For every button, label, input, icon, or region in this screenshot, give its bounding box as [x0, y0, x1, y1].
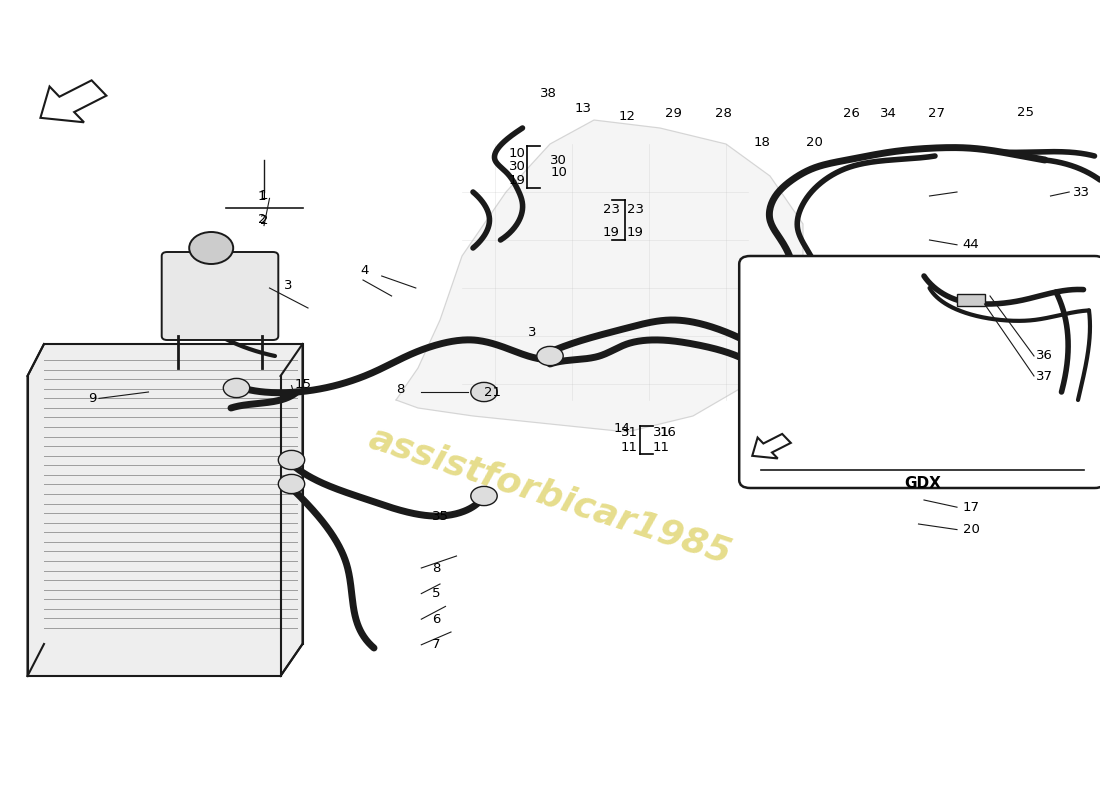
Text: 10: 10 [509, 147, 526, 160]
Text: 19: 19 [627, 226, 644, 238]
Text: 29: 29 [664, 107, 682, 120]
Text: 12: 12 [618, 110, 636, 122]
Text: 8: 8 [432, 562, 441, 574]
Text: 36: 36 [1036, 350, 1053, 362]
Text: 18: 18 [754, 136, 771, 149]
Text: 34: 34 [880, 107, 898, 120]
Bar [957, 294, 984, 306]
Text: 25: 25 [1018, 106, 1034, 118]
Text: 3: 3 [528, 326, 537, 338]
Circle shape [999, 325, 1025, 344]
Circle shape [746, 310, 772, 330]
Text: 2: 2 [260, 214, 268, 227]
Text: 17: 17 [962, 501, 979, 514]
Polygon shape [28, 344, 302, 676]
Polygon shape [752, 434, 791, 458]
Text: 18: 18 [962, 442, 979, 454]
Text: 8: 8 [396, 383, 405, 396]
FancyBboxPatch shape [739, 256, 1100, 488]
Text: 27: 27 [927, 107, 945, 120]
Text: 19: 19 [603, 226, 619, 238]
Circle shape [223, 378, 250, 398]
Circle shape [278, 450, 305, 470]
Text: 23: 23 [627, 203, 644, 216]
Text: 11: 11 [652, 441, 670, 454]
Text: 1: 1 [257, 190, 266, 203]
Text: 10: 10 [550, 166, 568, 179]
Text: 7: 7 [432, 638, 441, 651]
Text: 32: 32 [962, 397, 979, 410]
Text: 22: 22 [814, 347, 830, 360]
Text: 44: 44 [962, 238, 979, 251]
Text: 9: 9 [88, 392, 97, 405]
Circle shape [537, 346, 563, 366]
Text: 13: 13 [574, 102, 592, 114]
Text: 31: 31 [621, 426, 638, 439]
FancyBboxPatch shape [162, 252, 278, 340]
Circle shape [812, 378, 838, 398]
Text: 35: 35 [432, 510, 449, 522]
Text: 22: 22 [791, 347, 807, 360]
Text: 11: 11 [621, 441, 638, 454]
Circle shape [189, 232, 233, 264]
Text: assistforbicar1985: assistforbicar1985 [364, 422, 736, 570]
Text: 30: 30 [550, 154, 568, 166]
Text: 24: 24 [814, 364, 830, 377]
Text: 28: 28 [715, 107, 733, 120]
Text: 19: 19 [509, 174, 526, 186]
Circle shape [471, 486, 497, 506]
Text: 5: 5 [432, 587, 441, 600]
Text: 1: 1 [260, 189, 268, 202]
Text: 6: 6 [432, 613, 441, 626]
Text: 14: 14 [614, 422, 630, 435]
Polygon shape [396, 120, 803, 432]
Circle shape [278, 474, 305, 494]
Text: 34: 34 [962, 291, 979, 304]
Text: 4: 4 [361, 264, 370, 277]
Text: GDX: GDX [904, 476, 940, 491]
Text: 31: 31 [652, 426, 670, 439]
Text: 37: 37 [1036, 370, 1053, 382]
Text: 26: 26 [843, 107, 860, 120]
Text: 20: 20 [805, 136, 823, 149]
Circle shape [471, 382, 497, 402]
Text: 23: 23 [603, 203, 619, 216]
Text: 33: 33 [1072, 186, 1089, 198]
Text: 20: 20 [962, 467, 979, 480]
Text: 30: 30 [509, 160, 526, 173]
Text: 24: 24 [744, 378, 760, 390]
Text: 2: 2 [257, 213, 266, 226]
Text: 38: 38 [540, 87, 558, 100]
Polygon shape [41, 80, 107, 122]
Text: 20: 20 [962, 523, 979, 536]
Text: 16: 16 [659, 426, 676, 439]
Text: 21: 21 [484, 386, 500, 398]
Text: 15: 15 [295, 378, 311, 390]
Text: 3: 3 [284, 279, 293, 292]
